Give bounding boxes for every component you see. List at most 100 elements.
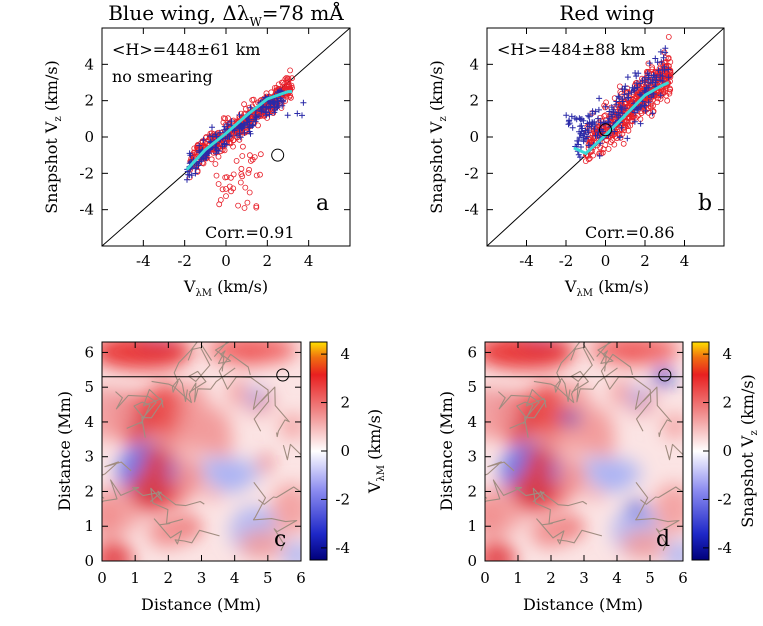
data-point-blue xyxy=(270,98,277,105)
data-point-blue xyxy=(586,113,593,120)
x-tick-label: 3 xyxy=(579,569,589,587)
data-point-red xyxy=(241,205,248,211)
x-tick-label: 6 xyxy=(296,569,306,587)
data-point-red xyxy=(649,66,656,73)
data-point-blue xyxy=(616,134,623,141)
data-point-blue xyxy=(613,101,620,108)
granulation-contour xyxy=(640,443,683,505)
data-point-red xyxy=(245,170,252,176)
data-point-blue xyxy=(632,70,639,76)
data-point-blue xyxy=(578,144,584,150)
data-point-blue xyxy=(648,94,655,101)
data-point-blue xyxy=(184,176,190,183)
data-point-blue xyxy=(646,60,653,67)
data-point-red xyxy=(230,137,237,143)
red-region xyxy=(102,342,192,370)
data-point-red xyxy=(590,152,596,159)
data-point-blue xyxy=(619,98,626,105)
data-point-red xyxy=(239,153,246,159)
data-point-red xyxy=(227,174,234,181)
panel-a: Blue wing, ΔλW=78 mÅ -4 -2 0 2 4 -4 -2 0 2 4 <H>=… xyxy=(42,0,351,299)
red-region xyxy=(609,377,631,407)
data-point-red xyxy=(244,199,251,206)
red-region xyxy=(485,385,519,441)
data-point-red xyxy=(233,157,240,164)
panel-d-label: d xyxy=(656,527,670,552)
granulation-contour xyxy=(485,461,515,499)
data-point-blue xyxy=(615,112,622,119)
data-point-blue xyxy=(625,94,632,101)
x-tick-label: 0 xyxy=(601,252,611,270)
y-tick-label: 5 xyxy=(84,378,94,396)
data-point-blue xyxy=(265,105,272,112)
data-point-blue xyxy=(568,113,575,120)
data-point-red xyxy=(283,75,290,81)
panel-b-axes: -4 -2 0 2 4 -4 -2 0 2 4 xyxy=(464,28,724,270)
data-point-blue xyxy=(633,73,640,80)
data-point-blue xyxy=(228,118,235,125)
granulation-contour xyxy=(188,342,213,393)
data-point-red xyxy=(608,139,614,146)
y-tick-label: 5 xyxy=(467,378,477,396)
data-point-blue xyxy=(196,142,203,149)
y-tick-label: 6 xyxy=(467,343,477,361)
x-tick-label: 0 xyxy=(480,569,490,587)
data-point-red xyxy=(221,147,228,154)
data-point-blue xyxy=(637,120,644,127)
data-point-blue xyxy=(606,115,613,122)
data-point-red xyxy=(246,166,253,173)
y-tick-label: 0 xyxy=(467,552,477,570)
data-point-blue xyxy=(596,152,603,159)
colorbar-tick-label: 0 xyxy=(340,442,350,460)
data-point-blue xyxy=(661,67,668,74)
data-point-blue xyxy=(586,123,593,130)
data-point-red xyxy=(220,119,227,126)
data-point-blue xyxy=(200,137,207,143)
data-point-red xyxy=(649,64,655,71)
data-point-blue xyxy=(250,122,257,128)
data-point-blue xyxy=(186,172,193,179)
data-point-red xyxy=(616,83,623,90)
x-tick-label: -4 xyxy=(136,252,151,270)
data-point-red xyxy=(238,110,245,117)
data-point-blue xyxy=(602,103,609,110)
data-point-blue xyxy=(610,109,617,116)
data-point-blue xyxy=(660,54,667,61)
x-tick-label: 4 xyxy=(230,569,240,587)
x-tick-label: 0 xyxy=(221,252,231,270)
data-point-red xyxy=(625,127,632,134)
data-point-blue xyxy=(200,153,207,160)
data-point-red xyxy=(601,102,608,109)
panel-a-corr: Corr.=0.91 xyxy=(205,223,295,242)
red-region xyxy=(146,515,191,549)
panel-b-ylabel: Snapshot Vz (km/s) xyxy=(427,60,449,214)
data-point-blue xyxy=(599,128,606,135)
data-point-red xyxy=(289,75,295,82)
data-point-blue xyxy=(637,80,644,87)
colorbar-tick-label: 0 xyxy=(722,442,732,460)
data-point-red xyxy=(212,161,219,167)
data-point-blue xyxy=(657,48,664,55)
colorbar-tick-label: 2 xyxy=(722,394,732,412)
data-point-blue xyxy=(595,106,602,113)
data-point-blue xyxy=(563,112,570,119)
data-point-blue xyxy=(580,138,587,145)
data-point-blue xyxy=(651,72,658,79)
data-point-blue xyxy=(592,132,599,139)
granulation-contour xyxy=(497,391,540,425)
data-point-blue xyxy=(665,74,672,81)
marked-point xyxy=(658,368,672,382)
panel-c-ylabel: Distance (Mm) xyxy=(55,391,74,511)
y-tick-label: -2 xyxy=(79,164,94,182)
data-point-blue xyxy=(597,119,604,126)
data-point-red xyxy=(287,67,294,74)
x-tick-label: 4 xyxy=(612,569,622,587)
data-point-blue xyxy=(249,122,256,129)
data-point-blue xyxy=(609,113,616,120)
panel-a-height-annotation: <H>=448±61 km xyxy=(112,40,260,59)
y-tick-label: 0 xyxy=(469,128,479,146)
granulation-contour xyxy=(213,342,232,372)
data-point-blue xyxy=(196,147,202,154)
x-tick-label: 4 xyxy=(304,252,314,270)
